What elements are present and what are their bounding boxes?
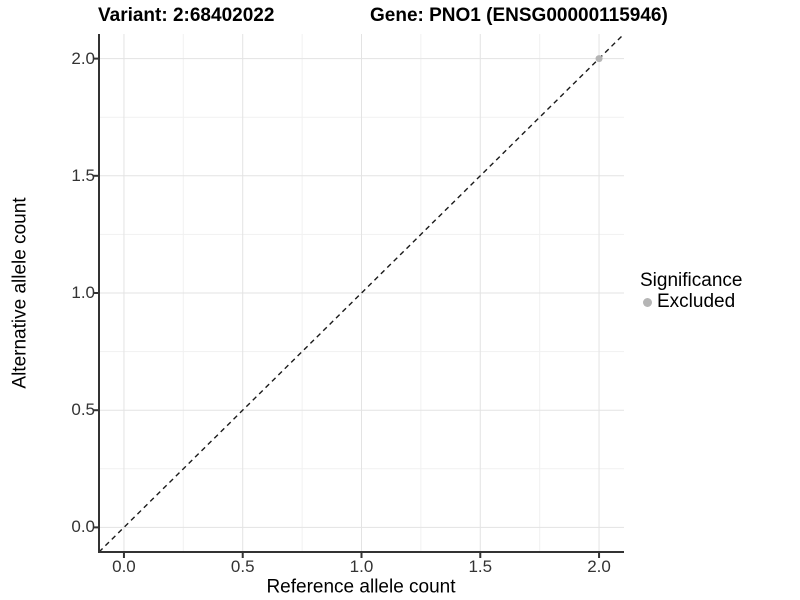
- x-tick-label: 1.0: [349, 557, 374, 576]
- legend-title: Significance: [640, 270, 743, 291]
- gene-title: Gene: PNO1 (ENSG00000115946): [370, 5, 668, 26]
- y-tick-label: 0.0: [71, 517, 95, 537]
- data-point-excluded: [595, 55, 603, 63]
- x-tick-label: 0.5: [230, 557, 255, 576]
- x-axis-title: Reference allele count: [266, 576, 456, 598]
- legend-marker-icon: [643, 297, 652, 307]
- y-tick-label: 0.5: [71, 400, 95, 420]
- legend-items: Excluded: [640, 292, 742, 312]
- x-tick-label: 2.0: [587, 557, 611, 576]
- y-axis-title: Alternative allele count: [9, 197, 31, 389]
- y-tick-label: 1.5: [71, 165, 95, 185]
- legend-item-excluded: Excluded: [640, 292, 742, 312]
- x-tick-label: 1.5: [468, 557, 493, 576]
- identity-dashed-line: [98, 33, 625, 553]
- legend: Significance Excluded: [640, 271, 742, 312]
- variant-title: Variant: 2:68402022: [98, 5, 275, 26]
- y-tick-label: 2.0: [71, 48, 95, 68]
- x-tick-label: 0.0: [112, 557, 136, 576]
- legend-item-label: Excluded: [657, 291, 736, 312]
- major-gridlines: [99, 34, 624, 552]
- y-tick-label: 1.0: [71, 283, 95, 302]
- axis-tick-marks: [93, 57, 601, 558]
